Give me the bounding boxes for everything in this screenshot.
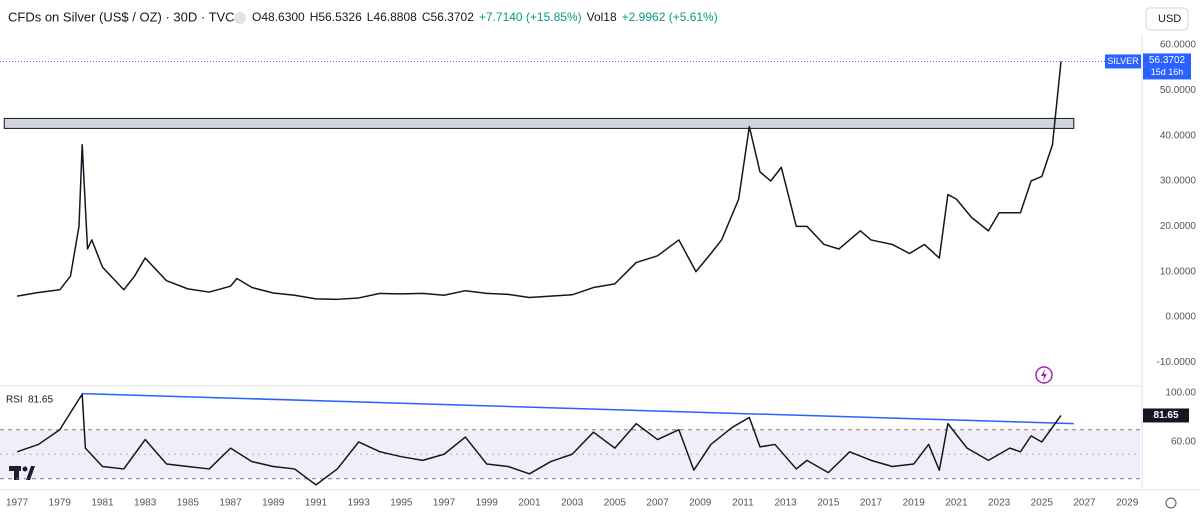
series-line [16,61,1062,301]
trendline [82,392,1074,425]
rsi-tag [1143,408,1189,423]
y-tick-label: 50.0000 [1160,85,1197,96]
x-tick-label: 2017 [860,498,883,509]
x-tick-label: 1995 [390,498,413,509]
status-dot [234,12,246,24]
x-tick-label: 1997 [433,498,456,509]
quote-item: +2.9962 (+5.61%) [622,10,718,24]
x-tick-label: 2015 [817,498,840,509]
x-tick-label: 1977 [6,498,29,509]
y-tick-label: 20.0000 [1160,221,1197,232]
x-tick-label: 2023 [988,498,1011,509]
price-tag [1143,53,1191,80]
x-tick-label: 2009 [689,498,712,509]
indicator-name: RSI [6,395,23,406]
quote-item: +7.7140 (+15.85%) [479,10,582,24]
x-tick-label: 1985 [177,498,200,509]
x-tick-label: 1991 [305,498,328,509]
settings-icon[interactable] [1165,497,1177,509]
tv-logo [9,466,35,480]
price-tag-label: 56.3702 [1149,55,1186,66]
x-tick-label: 1981 [91,498,114,509]
x-tick-label: 2021 [945,498,968,509]
x-tick-label: 2007 [646,498,669,509]
quote-item: L46.8808 [367,10,417,24]
y-tick-label: 60.00 [1171,437,1196,448]
quote-item: C56.3702 [422,10,474,24]
x-tick-label: 1999 [476,498,499,509]
series-line [16,393,1062,486]
quote: O48.6300 H56.5326 L46.8808 C56.3702 +7.7140 … [252,10,718,24]
x-tick-label: 2003 [561,498,584,509]
y-tick-label: 40.0000 [1160,130,1197,141]
y-tick-label: -10.0000 [1157,357,1197,368]
currency[interactable]: USD [1158,13,1181,25]
x-tick-label: 1979 [49,498,72,509]
y-tick-label: 100.00 [1165,388,1196,399]
y-tick-label: 60.0000 [1160,40,1197,51]
y-tick-label: 10.0000 [1160,266,1197,277]
countdown: 15d 16h [1151,67,1184,77]
quote-item: Vol18 [587,10,617,24]
resistance-zone [3,117,1075,129]
rsi-tag-label: 81.65 [1153,410,1178,421]
indicator-value: 81.65 [28,395,53,406]
quote-item: H56.5326 [310,10,362,24]
y-tick-label: 30.0000 [1160,176,1197,187]
x-tick-label: 2013 [774,498,797,509]
symbol-title: CFDs on Silver (US$ / OZ) · 30D · TVC [8,9,235,24]
quote-item: O48.6300 [252,10,305,24]
x-tick-label: 2027 [1073,498,1096,509]
x-tick-label: 2025 [1031,498,1054,509]
x-tick-label: 1989 [262,498,285,509]
x-tick-label: 1987 [219,498,242,509]
alert-icon[interactable] [1035,366,1053,384]
x-tick-label: 2019 [903,498,926,509]
x-tick-label: 1993 [348,498,371,509]
x-tick-label: 1983 [134,498,157,509]
symbol-tag [1105,54,1141,69]
symbol-tag-label: SILVER [1107,56,1139,66]
x-tick-label: 2011 [732,498,754,509]
x-tick-label: 2001 [518,498,541,509]
y-tick-label: 0.0000 [1165,312,1196,323]
currency-button[interactable] [1145,7,1189,31]
alert-bolt [1041,369,1047,381]
x-tick-label: 2005 [604,498,627,509]
x-tick-label: 2029 [1116,498,1139,509]
